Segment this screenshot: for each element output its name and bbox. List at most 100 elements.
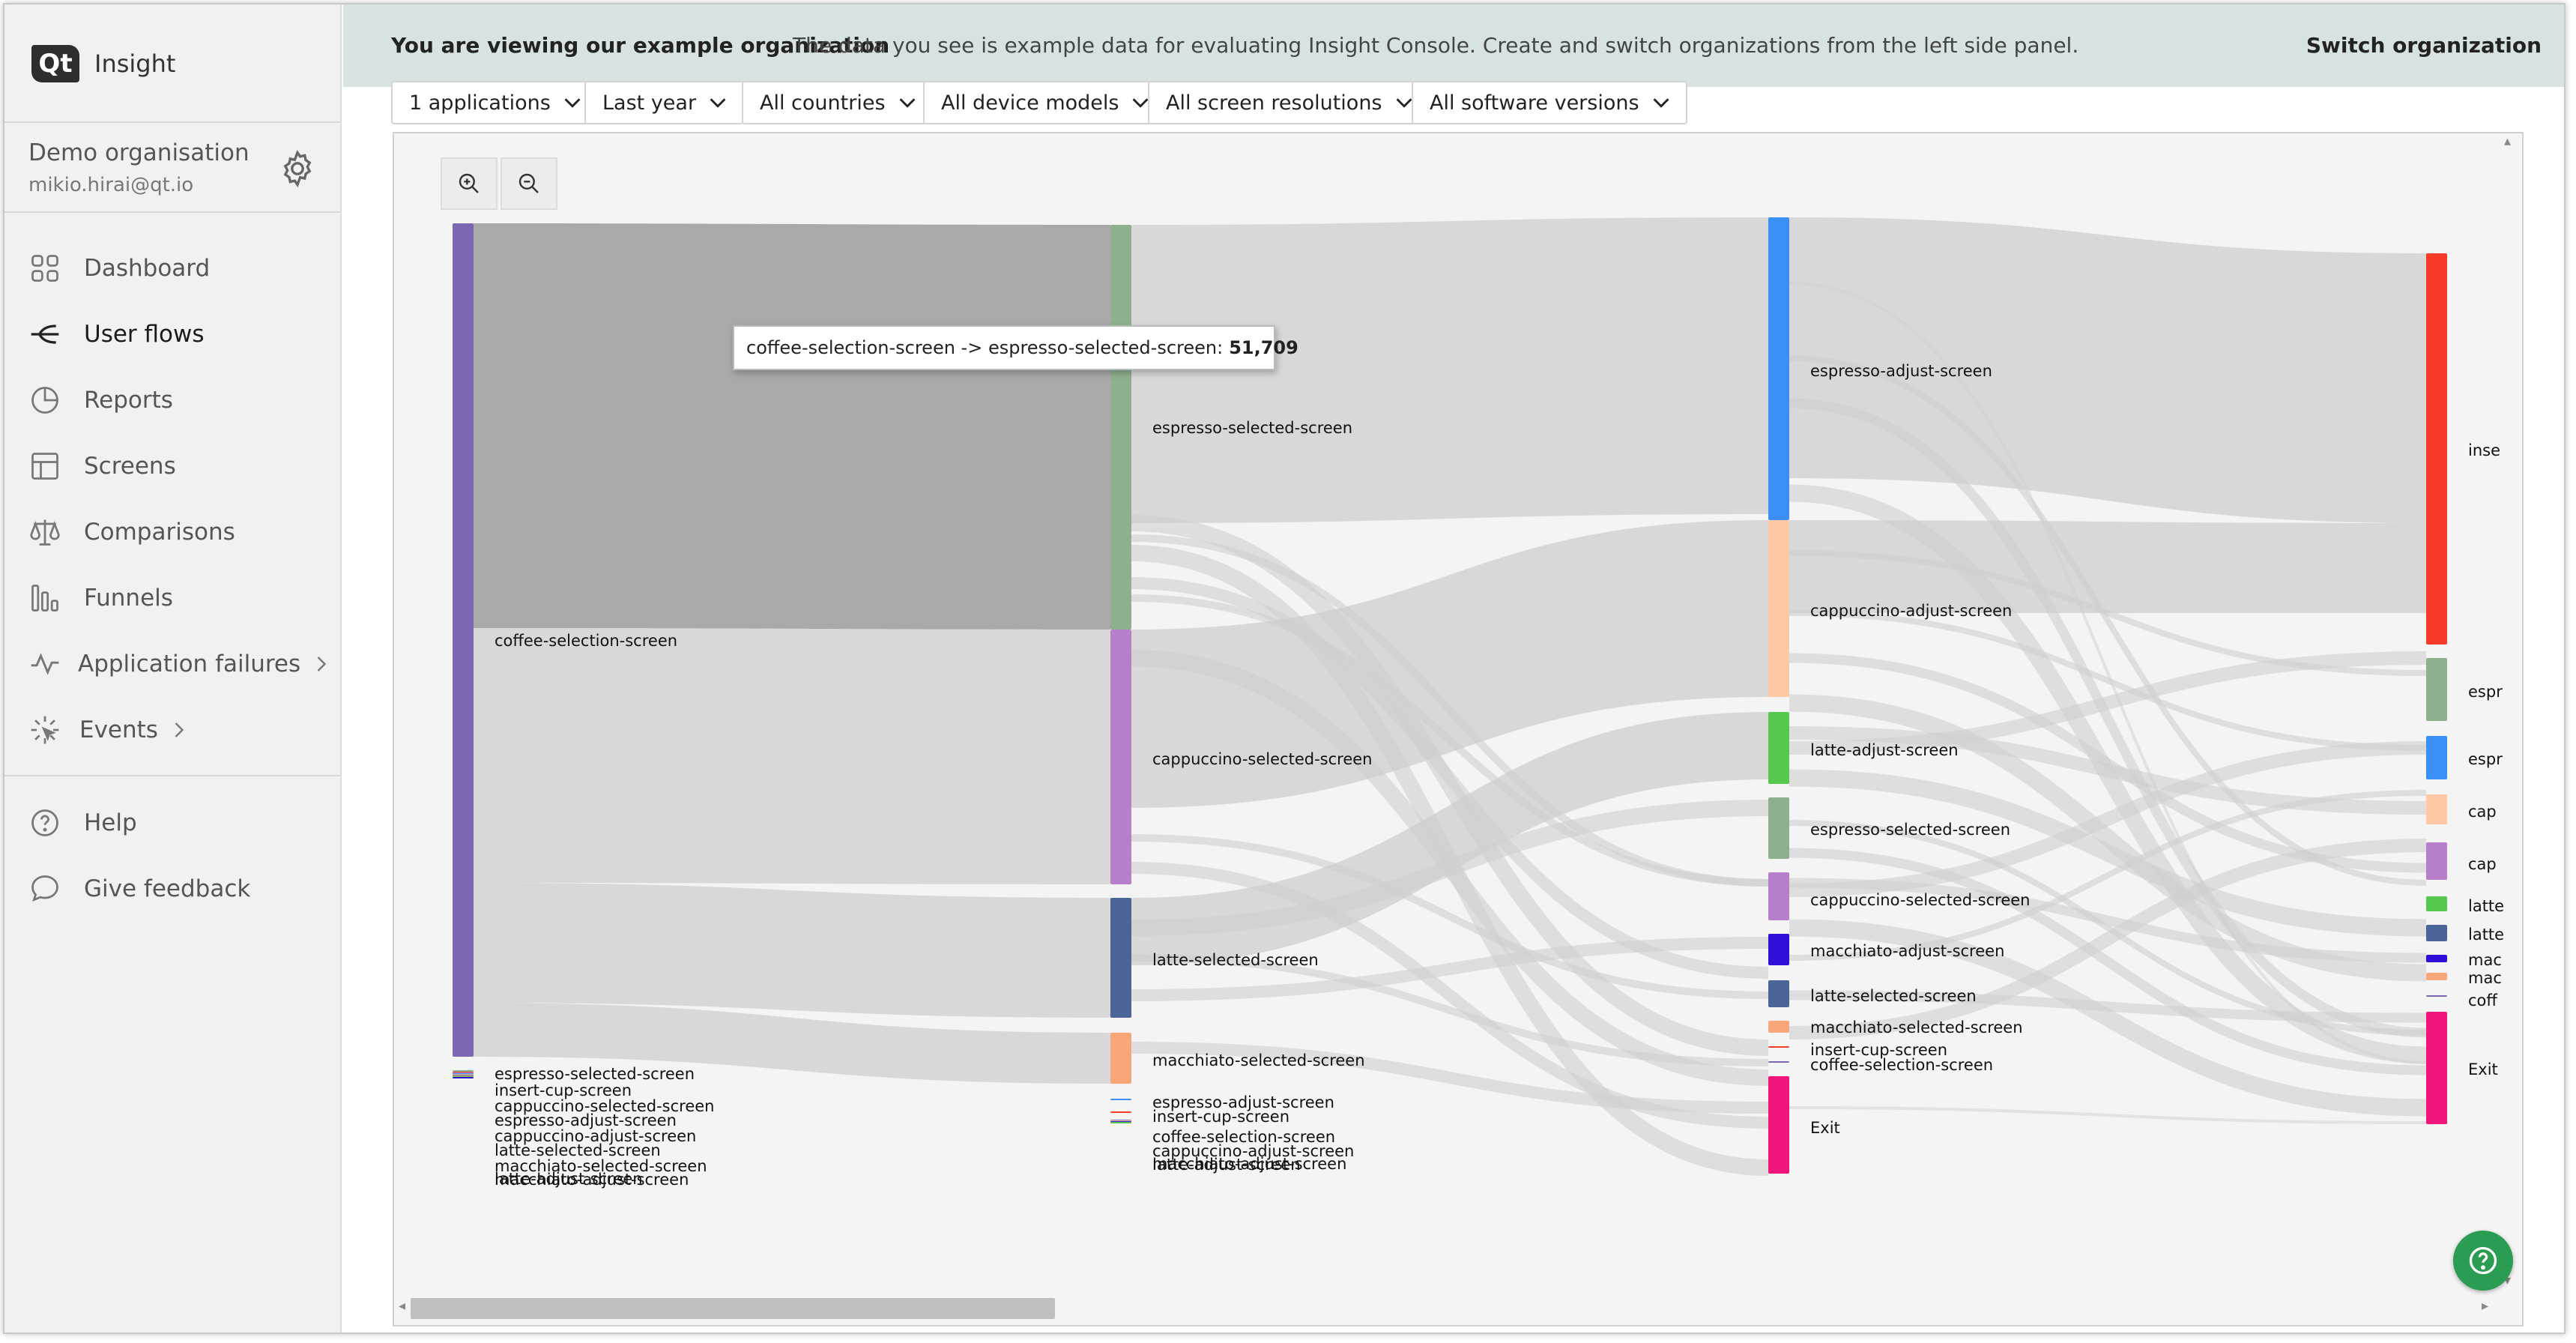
nav-comparisons[interactable]: Comparisons [28,510,235,555]
sankey-node-Exit[interactable] [2426,1012,2447,1124]
screen-resolutions-filter[interactable]: All screen resolutions [1148,81,1430,124]
nav-funnels[interactable]: Funnels [28,576,173,621]
sankey-node-latte-selected-screen[interactable] [2426,925,2447,941]
scroll-up-arrow-icon[interactable]: ▴ [2504,133,2512,149]
sankey-link[interactable] [1131,520,1768,808]
sankey-link[interactable] [1789,398,2427,1038]
sankey-node-latte-adjust-screen[interactable] [2426,896,2447,911]
sankey-node-macchiato-adjust-screen[interactable] [2426,955,2447,962]
sankey-node-coffee-selection-screen[interactable] [1768,1061,1789,1063]
nav-screens[interactable]: Screens [28,444,176,489]
nav-dashboard[interactable]: Dashboard [28,246,210,291]
switch-organization-button[interactable]: Switch organization [2306,33,2542,58]
countries-filter[interactable]: All countries [742,81,934,124]
sankey-node-espresso-adjust-screen[interactable] [1110,1099,1131,1100]
sankey-node-macchiato-selected-screen[interactable] [1110,1033,1131,1084]
sankey-node-latte-selected-screen[interactable] [1768,980,1789,1007]
nav-reports[interactable]: Reports [28,378,173,423]
sankey-node-insert-cup-screen[interactable] [2426,253,2447,645]
filter-label: All software versions [1430,91,1639,115]
gear-icon[interactable] [277,148,318,189]
sankey-link[interactable] [474,628,1110,884]
sankey-link[interactable] [1789,217,2426,523]
sankey-node-espresso-adjust-screen[interactable] [2426,736,2447,779]
sankey-link[interactable] [1789,484,2427,1064]
sankey-node-latte-adjust-screen[interactable] [1110,1122,1131,1123]
sankey-node-insert-cup-screen[interactable] [1768,1046,1789,1048]
nav-application-failures[interactable]: Application failures [28,642,329,686]
sankey-node-macchiato-adjust-screen[interactable] [453,1077,474,1078]
sankey-link[interactable] [1789,790,2427,961]
sankey-node-coffee-selection-screen[interactable] [453,223,474,1057]
sankey-link[interactable] [1789,1106,2427,1124]
sankey-node-cappuccino-adjust-screen[interactable] [2426,794,2447,824]
time-range-filter[interactable]: Last year [584,81,745,124]
sankey-node-Exit[interactable] [1768,1076,1789,1174]
sankey-node-label: cappuccino-adjust-screen [1810,602,2012,620]
sankey-link[interactable] [1131,1042,1769,1114]
sankey-node-macchiato-selected-screen[interactable] [2426,973,2447,980]
sankey-link[interactable] [474,883,1110,1018]
sankey-link[interactable] [1789,282,2427,1064]
zoom-out-button[interactable] [501,157,557,210]
sankey-link[interactable] [1789,355,2427,886]
sankey-link[interactable] [1789,741,2427,897]
horizontal-scrollbar[interactable] [411,1298,1055,1319]
sankey-node-label: latte [2468,897,2504,915]
sankey-node-latte-adjust-screen[interactable] [1768,712,1789,784]
sankey-link[interactable] [1131,954,1769,1066]
nav-help[interactable]: Help [28,800,137,845]
software-versions-filter[interactable]: All software versions [1412,81,1687,124]
sankey-node-coffee-selection-screen[interactable] [2426,995,2447,997]
sankey-node-espresso-selected-screen[interactable] [453,1070,474,1072]
sankey-node-insert-cup-screen[interactable] [1110,1111,1131,1113]
sankey-link[interactable] [1789,520,2426,613]
app-logo[interactable]: Qt Insight [31,45,175,82]
sankey-node-espresso-selected-screen[interactable] [1110,225,1131,630]
sankey-link[interactable] [1131,834,1769,999]
sankey-link[interactable] [1131,545,1769,1176]
sankey-chart[interactable]: coffee-selection-screen espresso-selected… [394,133,2522,1325]
sankey-link[interactable] [1789,848,2427,1075]
zoom-in-button[interactable] [441,157,498,210]
nav-user-flows[interactable]: User flows [28,312,205,357]
sankey-link[interactable] [1789,769,2427,937]
organisation-name: Demo organisation [28,139,250,166]
sankey-node-cappuccino-adjust-screen[interactable] [1768,520,1789,697]
sankey-node-cappuccino-selected-screen[interactable] [2426,842,2447,880]
sankey-link[interactable] [1131,515,1769,1056]
sankey-link[interactable] [1789,878,2427,963]
nav-events[interactable]: Events [28,707,187,752]
help-chat-button[interactable] [2453,1231,2513,1291]
sankey-node-cappuccino-selected-screen[interactable] [1110,630,1131,884]
sankey-node-macchiato-adjust-screen[interactable] [1768,934,1789,965]
sankey-link[interactable] [1131,712,1768,965]
sankey-link[interactable] [474,1003,1110,1084]
sankey-node-espresso-selected-screen[interactable] [1768,797,1789,859]
sankey-link[interactable] [474,223,1110,630]
sankey-node-label: cappuccino-adjust-screen [495,1127,696,1145]
sankey-link[interactable] [1789,610,2427,751]
sankey-link[interactable] [1789,919,2427,1117]
sankey-node-label: insert-cup-screen [1152,1108,1289,1126]
nav-give-feedback[interactable]: Give feedback [28,866,250,911]
sankey-node-macchiato-selected-screen[interactable] [1768,1021,1789,1033]
device-models-filter[interactable]: All device models [923,81,1167,124]
scroll-down-arrow-icon[interactable]: ▾ [2504,1273,2512,1288]
example-org-banner: You are viewing our example organization… [343,4,2564,87]
scroll-left-arrow-icon[interactable]: ◂ [399,1298,406,1314]
nav-label: Events [79,716,158,743]
sankey-link[interactable] [1131,594,1769,887]
sankey-node-latte-selected-screen[interactable] [1110,898,1131,1018]
applications-filter[interactable]: 1 applications [391,81,599,124]
sankey-node-label: cappuccino-adjust-screen [1152,1142,1354,1160]
sankey-link[interactable] [1789,651,2427,755]
sankey-link[interactable] [1789,839,2427,1039]
sankey-node-cappuccino-selected-screen[interactable] [1768,872,1789,920]
sankey-link[interactable] [1131,217,1768,523]
sankey-link[interactable] [1131,937,1769,1001]
scroll-right-arrow-icon[interactable]: ▸ [2482,1298,2489,1314]
user-flows-icon [31,325,59,344]
sankey-node-espresso-selected-screen[interactable] [2426,658,2447,721]
sankey-node-espresso-adjust-screen[interactable] [1768,217,1789,520]
